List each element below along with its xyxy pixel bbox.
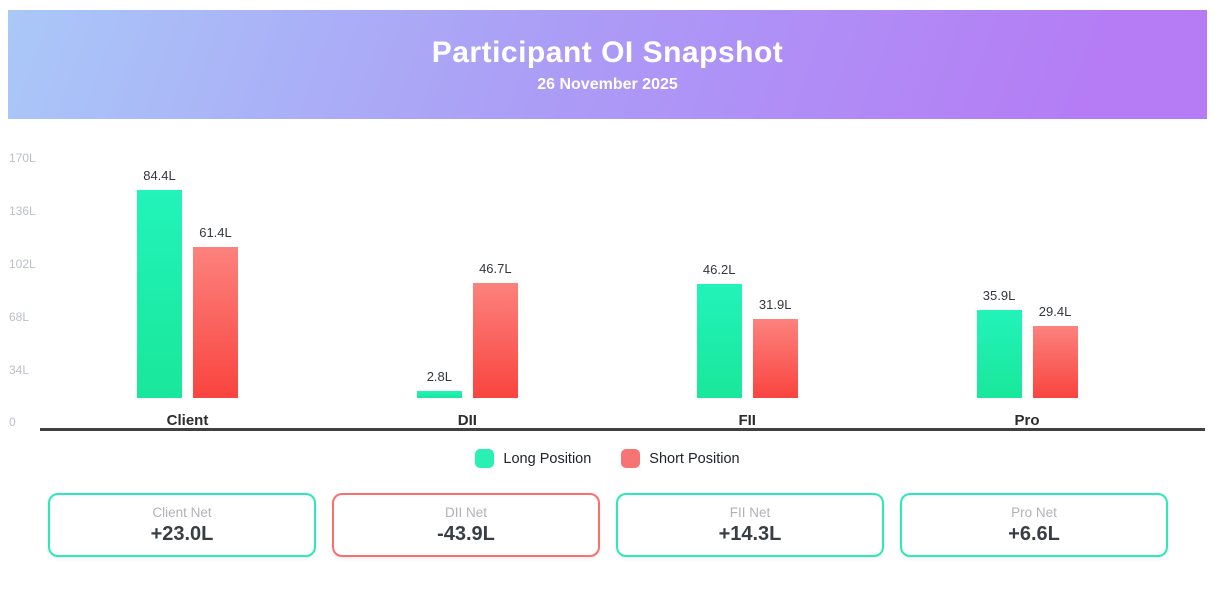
- net-card-label: DII Net: [444, 504, 487, 520]
- header-banner: Participant OI Snapshot 26 November 2025: [8, 10, 1207, 119]
- bar-long-position: [696, 284, 742, 398]
- net-card-label: Client Net: [152, 504, 212, 520]
- bar-value-label: 35.9L: [982, 288, 1016, 303]
- category-label-pro: Pro: [1014, 412, 1040, 429]
- category-label-dii: DII: [457, 412, 477, 429]
- legend-swatch: [475, 449, 495, 468]
- net-card-fii: FII Net +14.3L: [616, 493, 884, 557]
- net-card-dii: DII Net -43.9L: [332, 493, 600, 557]
- net-card-pro: Pro Net +6.6L: [900, 493, 1168, 557]
- net-card-value: -43.9L: [437, 522, 495, 545]
- net-card-client: Client Net +23.0L: [48, 493, 316, 557]
- page-title: Participant OI Snapshot: [431, 35, 784, 69]
- legend-item-short-position: Short Position: [621, 449, 740, 468]
- bar-value-label: 84.4L: [143, 168, 176, 183]
- legend-swatch: [621, 449, 641, 468]
- bar-long-position: [976, 310, 1022, 398]
- net-card-value: +23.0L: [150, 522, 214, 545]
- y-axis-tick-label: 170L: [9, 151, 36, 165]
- net-card-label: FII Net: [729, 504, 771, 520]
- bar-value-label: 61.4L: [199, 225, 232, 240]
- bar-value-label: 2.8L: [426, 369, 452, 384]
- bar-short-position: [472, 283, 518, 398]
- y-axis-tick-label: 34L: [9, 363, 30, 377]
- bar-value-label: 46.7L: [479, 261, 512, 276]
- page-date: 26 November 2025: [537, 75, 678, 93]
- category-label-fii: FII: [738, 412, 756, 429]
- x-axis-line: [40, 428, 1205, 431]
- y-axis-tick-label: 136L: [9, 204, 36, 218]
- bar-short-position: [752, 319, 798, 398]
- y-axis-tick-label: 102L: [9, 257, 36, 271]
- bar-long-position: [416, 391, 462, 398]
- legend-item-long-position: Long Position: [475, 449, 591, 468]
- chart-legend: Long Position Short Position: [0, 449, 1215, 468]
- y-axis-tick-label: 0: [9, 415, 16, 429]
- bar-value-label: 31.9L: [758, 297, 792, 312]
- net-card-label: Pro Net: [1011, 504, 1057, 520]
- net-card-value: +14.3L: [718, 522, 782, 545]
- legend-label: Short Position: [649, 450, 740, 467]
- category-label-client: Client: [166, 412, 209, 429]
- bar-short-position: [1032, 326, 1078, 398]
- bar-short-position: [193, 247, 238, 398]
- bar-value-label: 29.4L: [1038, 304, 1072, 319]
- net-card-value: +6.6L: [1008, 522, 1060, 545]
- bar-value-label: 46.2L: [702, 262, 736, 277]
- y-axis-tick-label: 68L: [9, 310, 30, 324]
- legend-label: Long Position: [503, 450, 592, 467]
- bar-long-position: [137, 190, 182, 398]
